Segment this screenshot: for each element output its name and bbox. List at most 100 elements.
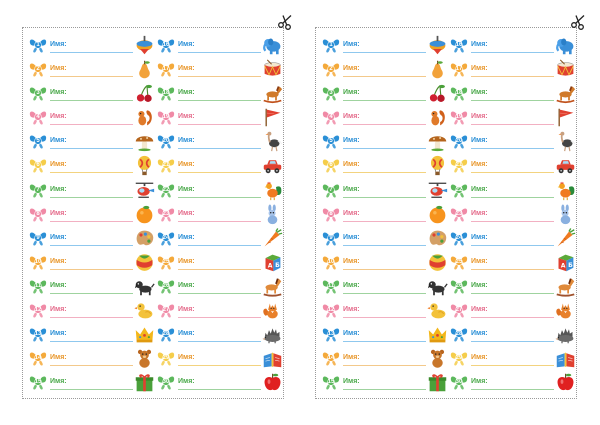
label-number: 18 xyxy=(455,90,463,97)
hot-air-balloon-icon xyxy=(430,156,445,176)
name-caption: Имя: xyxy=(50,306,67,314)
label-number: 29 xyxy=(162,355,170,362)
name-caption: Имя: xyxy=(50,161,67,169)
bow-icon xyxy=(29,39,47,53)
bow-icon xyxy=(322,135,340,149)
label-number: 14 xyxy=(34,355,42,362)
name-write-line xyxy=(178,124,261,126)
name-write-line xyxy=(178,220,261,222)
bow-icon xyxy=(157,63,175,77)
apple-icon xyxy=(264,374,281,391)
name-caption: Имя: xyxy=(178,233,195,241)
name-label-row: 9 Имя: xyxy=(322,227,448,251)
bow-icon xyxy=(29,304,47,318)
label-number: 27 xyxy=(162,307,170,314)
label-number: 17 xyxy=(162,66,170,73)
name-caption: Имя: xyxy=(50,137,67,145)
name-label-row: 15 Имя: xyxy=(29,371,155,395)
hedgehog-icon xyxy=(555,328,574,344)
dog-icon xyxy=(427,281,448,296)
name-write-line xyxy=(50,52,133,53)
name-caption: Имя: xyxy=(471,209,488,217)
orange-fruit-icon xyxy=(136,205,153,223)
name-caption: Имя: xyxy=(178,306,195,314)
pear-icon xyxy=(432,60,443,79)
label-number: 26 xyxy=(455,282,463,289)
label-number: 1 xyxy=(329,42,333,48)
name-caption: Имя: xyxy=(178,281,195,289)
name-label-row: 15 Имя: xyxy=(322,371,448,395)
name-write-line xyxy=(343,100,426,102)
elephant-icon xyxy=(556,38,574,55)
name-write-line xyxy=(178,76,261,78)
bow-icon xyxy=(157,87,175,101)
bow-icon xyxy=(450,135,468,149)
name-write-line xyxy=(471,196,554,198)
bow-icon xyxy=(157,159,175,174)
name-caption: Имя: xyxy=(50,257,67,265)
label-number: 4 xyxy=(329,114,333,121)
name-label-row: 26 Имя: xyxy=(450,275,576,299)
bow-icon xyxy=(157,376,175,390)
name-caption: Имя: xyxy=(471,354,488,362)
label-column: 1 Имя: 2 Имя: 3 Имя: 4 Имя: 5 Имя: 6 Имя: 7 Имя: 8 Имя:… xyxy=(29,34,155,395)
name-caption: Имя: xyxy=(50,113,67,121)
name-label-row: 11 Имя: xyxy=(322,275,448,299)
bow-icon xyxy=(29,328,47,342)
name-label-row: 14 Имя: xyxy=(322,347,448,371)
bow-icon xyxy=(322,63,340,77)
name-caption: Имя: xyxy=(471,330,488,338)
flag-icon xyxy=(558,109,574,127)
name-write-line xyxy=(178,268,261,270)
name-label-row: 3 Имя: xyxy=(322,82,448,106)
mushroom-icon xyxy=(428,136,447,152)
name-label-row: 3 Имя: xyxy=(29,82,155,106)
name-caption: Имя: xyxy=(343,113,360,121)
name-caption: Имя: xyxy=(343,137,360,145)
label-number: 9 xyxy=(36,234,40,241)
label-number: 5 xyxy=(36,138,40,145)
toy-car-icon xyxy=(263,160,282,174)
horse-icon xyxy=(556,278,575,297)
bow-icon xyxy=(322,280,340,294)
bow-icon xyxy=(157,304,175,318)
bow-icon xyxy=(450,280,468,294)
name-write-line xyxy=(471,52,554,53)
label-number: 12 xyxy=(34,307,42,314)
flag-icon xyxy=(265,109,281,127)
name-caption: Имя: xyxy=(343,185,360,193)
bow-icon xyxy=(450,87,468,101)
label-number: 21 xyxy=(455,162,463,169)
name-write-line xyxy=(471,148,554,150)
toy-car-icon xyxy=(556,160,575,174)
name-write-line xyxy=(471,172,554,174)
name-label-row: 30 Имя: xyxy=(157,371,283,395)
name-caption: Имя: xyxy=(50,233,67,241)
name-write-line xyxy=(50,76,133,78)
label-number: 10 xyxy=(327,258,335,265)
block-letter: Б xyxy=(568,262,573,269)
name-label-row: 1 Имя: xyxy=(29,34,155,58)
name-label-row: 2 Имя: xyxy=(29,58,155,82)
bow-icon xyxy=(29,184,47,198)
name-caption: Имя: xyxy=(471,185,488,193)
label-number: 13 xyxy=(34,331,42,338)
name-label-row: 30 Имя: xyxy=(450,371,576,395)
label-column: 16 Имя: 17 Имя: 18 Имя: 19 Имя: 20 Имя: 21 Имя: 22 Им… xyxy=(450,34,576,395)
name-label-row: 28 Имя: xyxy=(157,323,283,347)
name-write-line xyxy=(343,76,426,78)
name-caption: Имя: xyxy=(343,330,360,338)
name-label-row: 8 Имя: xyxy=(29,203,155,227)
name-label-row: 29 Имя: xyxy=(450,347,576,371)
bow-icon xyxy=(450,159,468,174)
label-number: 16 xyxy=(162,42,170,48)
bow-icon xyxy=(322,111,340,125)
name-write-line xyxy=(50,292,133,294)
bow-icon xyxy=(29,256,47,270)
name-write-line xyxy=(343,292,426,294)
squirrel-icon xyxy=(138,110,152,126)
bow-icon xyxy=(450,232,468,246)
name-caption: Имя: xyxy=(471,89,488,97)
name-label-row: 5 Имя: xyxy=(29,130,155,154)
label-number: 3 xyxy=(329,90,333,97)
